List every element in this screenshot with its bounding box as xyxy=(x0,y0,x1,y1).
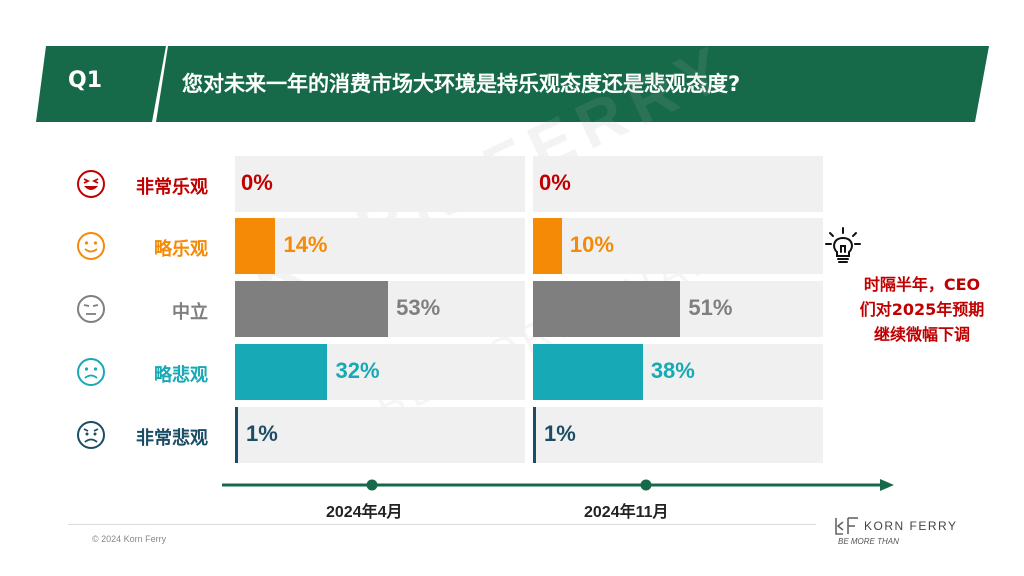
data-label: 0% xyxy=(241,170,273,195)
data-label: 1% xyxy=(246,421,278,446)
bar-1-3 xyxy=(533,344,643,400)
category-label-row-4: 非常悲观 xyxy=(76,415,216,455)
smiling-face-icon xyxy=(76,231,106,261)
bar-1-1 xyxy=(533,218,562,274)
note-line-1: 时隔半年，CEO xyxy=(863,275,981,294)
category-label-row-2: 中立 xyxy=(76,289,216,329)
frowning-face-icon xyxy=(76,357,106,387)
laughing-face-icon xyxy=(76,169,106,199)
page-title: 您对未来一年的消费市场大环境是持乐观态度还是悲观态度? xyxy=(182,72,741,96)
bar-track: 32% xyxy=(235,344,525,400)
bar-track: 51% xyxy=(533,281,823,337)
data-label: 14% xyxy=(283,232,328,257)
category-label: 非常乐观 xyxy=(136,177,208,198)
bar-track: 1% xyxy=(235,407,525,463)
bar-track: 0% xyxy=(235,156,525,212)
question-tag: Q1 xyxy=(68,68,103,93)
question-tag-box: Q1 xyxy=(36,46,166,122)
bar-0-1 xyxy=(235,218,276,274)
category-label-row-0: 非常乐观 xyxy=(76,164,216,204)
worried-face-icon xyxy=(76,420,106,450)
category-label-row-1: 略乐观 xyxy=(76,226,216,266)
footer-divider xyxy=(68,524,816,525)
korn-ferry-logo: KORN FERRY BE MORE THAN xyxy=(834,516,964,548)
timeline-label-apr: 2024年4月 xyxy=(326,504,403,521)
korn-ferry-mark-icon xyxy=(835,517,858,535)
data-label: 10% xyxy=(569,232,614,257)
note-line-3: 继续微幅下调 xyxy=(873,325,970,344)
title-banner: 您对未来一年的消费市场大环境是持乐观态度还是悲观态度? xyxy=(156,46,989,122)
timeline xyxy=(222,476,894,496)
data-label: 32% xyxy=(335,358,380,383)
bar-track: 0% xyxy=(533,156,823,212)
bar-1-2 xyxy=(533,281,681,337)
neutral-face-icon xyxy=(76,294,106,324)
category-label-row-3: 略悲观 xyxy=(76,352,216,392)
bar-track: 38% xyxy=(533,344,823,400)
bar-1-4 xyxy=(533,407,536,463)
timeline-marker-apr xyxy=(366,479,378,491)
category-label: 非常悲观 xyxy=(136,428,208,449)
data-label: 0% xyxy=(539,170,571,195)
copyright: © 2024 Korn Ferry xyxy=(92,534,167,544)
logo-tagline: BE MORE THAN xyxy=(838,537,899,546)
data-label: 1% xyxy=(544,421,576,446)
note-line-2: 们对2025年预期 xyxy=(859,300,985,319)
timeline-label-nov: 2024年11月 xyxy=(584,504,669,521)
callout-note: 时隔半年，CEO 们对2025年预期 继续微幅下调 xyxy=(838,272,1006,347)
bar-0-4 xyxy=(235,407,238,463)
lightbulb-icon xyxy=(824,226,862,266)
bar-track: 10% xyxy=(533,218,823,274)
bar-track: 1% xyxy=(533,407,823,463)
bar-0-2 xyxy=(235,281,389,337)
category-label: 略悲观 xyxy=(154,365,208,386)
timeline-marker-nov xyxy=(640,479,652,491)
category-label: 中立 xyxy=(172,302,208,323)
bar-track: 14% xyxy=(235,218,525,274)
category-label: 略乐观 xyxy=(154,239,208,260)
data-label: 51% xyxy=(688,295,733,320)
bar-track: 53% xyxy=(235,281,525,337)
data-label: 38% xyxy=(650,358,695,383)
data-label: 53% xyxy=(396,295,441,320)
logo-name: KORN FERRY xyxy=(864,519,958,533)
bar-0-3 xyxy=(235,344,328,400)
